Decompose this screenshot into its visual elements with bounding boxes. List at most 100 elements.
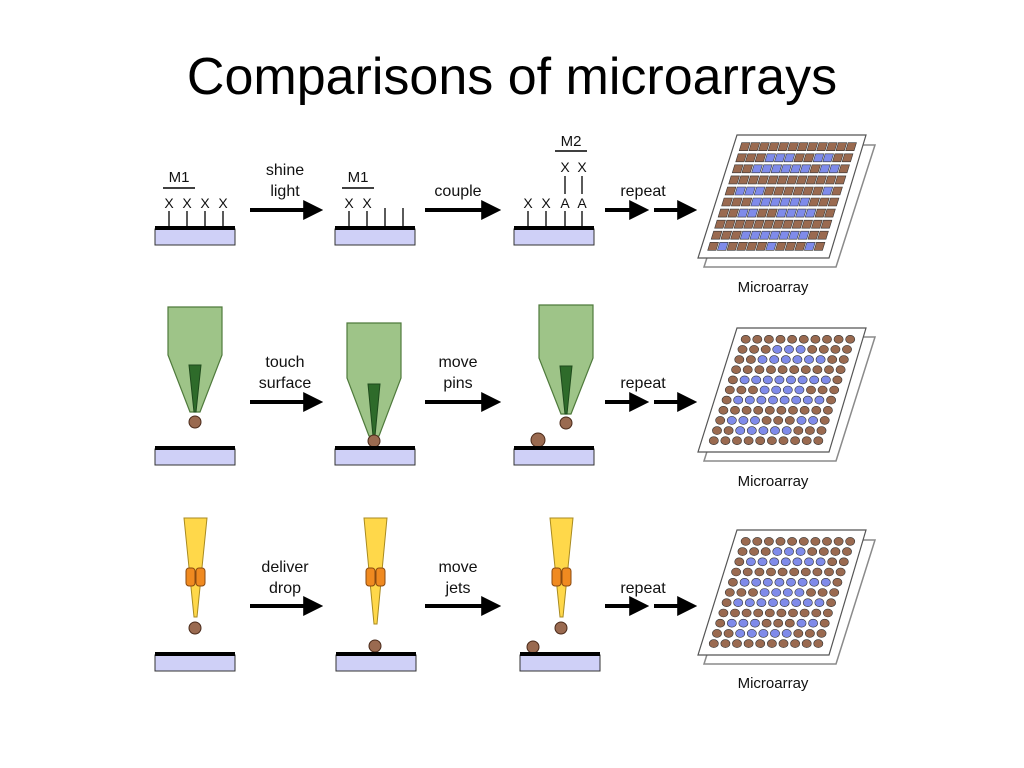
microarray-spot <box>758 426 769 435</box>
microarray-spot <box>750 618 760 628</box>
microarray-spot <box>788 230 800 240</box>
microarray-spot <box>784 547 794 556</box>
microarray-spot <box>793 153 805 163</box>
step1-substrate-pins <box>154 446 236 466</box>
microarray-spot <box>804 557 814 567</box>
microarray-spot <box>727 208 740 218</box>
microarray-spot <box>761 416 772 425</box>
microarray-spot <box>817 588 828 597</box>
microarray-spot <box>758 142 770 151</box>
microarray-spot <box>775 208 788 218</box>
microarray-spot <box>809 164 821 174</box>
mask-label-m1: M1 <box>169 169 190 186</box>
microarray-spot <box>748 385 758 395</box>
microarray-spot <box>845 334 856 344</box>
microarray-spot <box>774 242 787 251</box>
microarray-spot <box>814 598 825 608</box>
microarray-spot <box>821 186 834 196</box>
microarray-spot <box>762 375 773 385</box>
microarray-spot <box>764 608 775 618</box>
microarray-spot <box>744 186 756 196</box>
microarray-spot <box>724 588 735 597</box>
microarray-spot <box>743 436 754 446</box>
svg-text:A: A <box>560 195 570 211</box>
microarray-spot <box>736 242 748 251</box>
microarray-spot <box>831 186 843 196</box>
microarray-spot <box>838 164 850 174</box>
microarray-spot <box>804 355 814 364</box>
microarray-spot <box>756 208 769 218</box>
page-title: Comparisons of microarrays <box>186 48 838 106</box>
microarray-spot <box>774 577 785 587</box>
microarray-spot <box>777 365 788 375</box>
svg-text:jets: jets <box>445 580 471 597</box>
microarray-spot <box>824 365 834 375</box>
microarray-spot <box>731 365 741 375</box>
microarray-spot <box>807 345 818 354</box>
microarray-spot <box>793 426 804 435</box>
step1-substrate-jets <box>154 652 236 672</box>
microarray-spot <box>736 588 747 597</box>
microarray-spot <box>781 426 792 435</box>
microarray-spot <box>824 567 834 577</box>
microarray-spot <box>768 598 778 608</box>
microarray-spot <box>793 629 804 638</box>
microarray-spot <box>748 142 761 151</box>
microarray-spot <box>744 153 757 163</box>
microarray-spot <box>749 230 762 240</box>
microarray-spot <box>806 142 819 151</box>
microarray-spot <box>764 334 774 344</box>
microarray-spot <box>754 567 765 577</box>
microarray-spot <box>726 242 739 251</box>
microarray-spot <box>776 608 787 618</box>
mask-label-m2: M2 <box>561 133 582 150</box>
svg-text:repeat: repeat <box>620 375 666 392</box>
svg-text:X: X <box>182 195 192 211</box>
microarray-spot <box>796 618 807 628</box>
microarray-spot <box>750 416 760 425</box>
microarray-spot <box>820 219 833 229</box>
microarray-spot <box>779 598 790 608</box>
microarray-spot <box>742 365 753 375</box>
microarray-spot <box>750 197 762 207</box>
microarray-spot <box>770 629 780 638</box>
microarray-spot <box>826 598 836 608</box>
microarray-spot <box>743 639 754 648</box>
microarray-spot <box>812 153 825 163</box>
svg-text:light: light <box>270 183 300 200</box>
microarray-spot <box>728 375 738 385</box>
microarray-spot <box>794 242 807 251</box>
microarray-spot <box>754 153 767 163</box>
microarray-spot <box>772 547 783 556</box>
microarray-spot <box>832 153 844 163</box>
microarray-spot <box>787 537 797 546</box>
microarray-spot <box>782 385 793 395</box>
microarray-spot <box>764 153 776 163</box>
microarray-spot <box>784 618 795 628</box>
microarray-spot <box>762 577 773 587</box>
microarray-spot <box>792 355 803 364</box>
microarray-spot <box>751 577 762 587</box>
microarray-spot <box>715 618 726 628</box>
microarray-spot <box>811 405 822 415</box>
microarray-spot <box>790 639 800 648</box>
microarray-spot <box>810 334 821 344</box>
microarray-spot <box>724 186 737 196</box>
microarray-spot <box>737 175 750 185</box>
microarray-spot <box>726 416 737 425</box>
microarray-spot <box>845 537 856 546</box>
microarray-spot <box>812 567 823 577</box>
microarray-spot <box>829 385 840 395</box>
caption-microarray-3: Microarray <box>738 675 809 692</box>
microarray-spot <box>732 639 742 648</box>
microarray-spot <box>830 345 841 354</box>
microarray-spot <box>802 395 813 405</box>
microarray-spot <box>771 385 782 395</box>
arrow-shine-light: shine light <box>250 162 324 220</box>
svg-text:A: A <box>577 195 587 211</box>
arrow-repeat-2: repeat <box>605 375 698 412</box>
svg-text:move: move <box>438 559 477 576</box>
microarray-spot <box>813 639 824 648</box>
microarray-spot <box>786 175 798 185</box>
microarray-spot <box>757 355 768 364</box>
